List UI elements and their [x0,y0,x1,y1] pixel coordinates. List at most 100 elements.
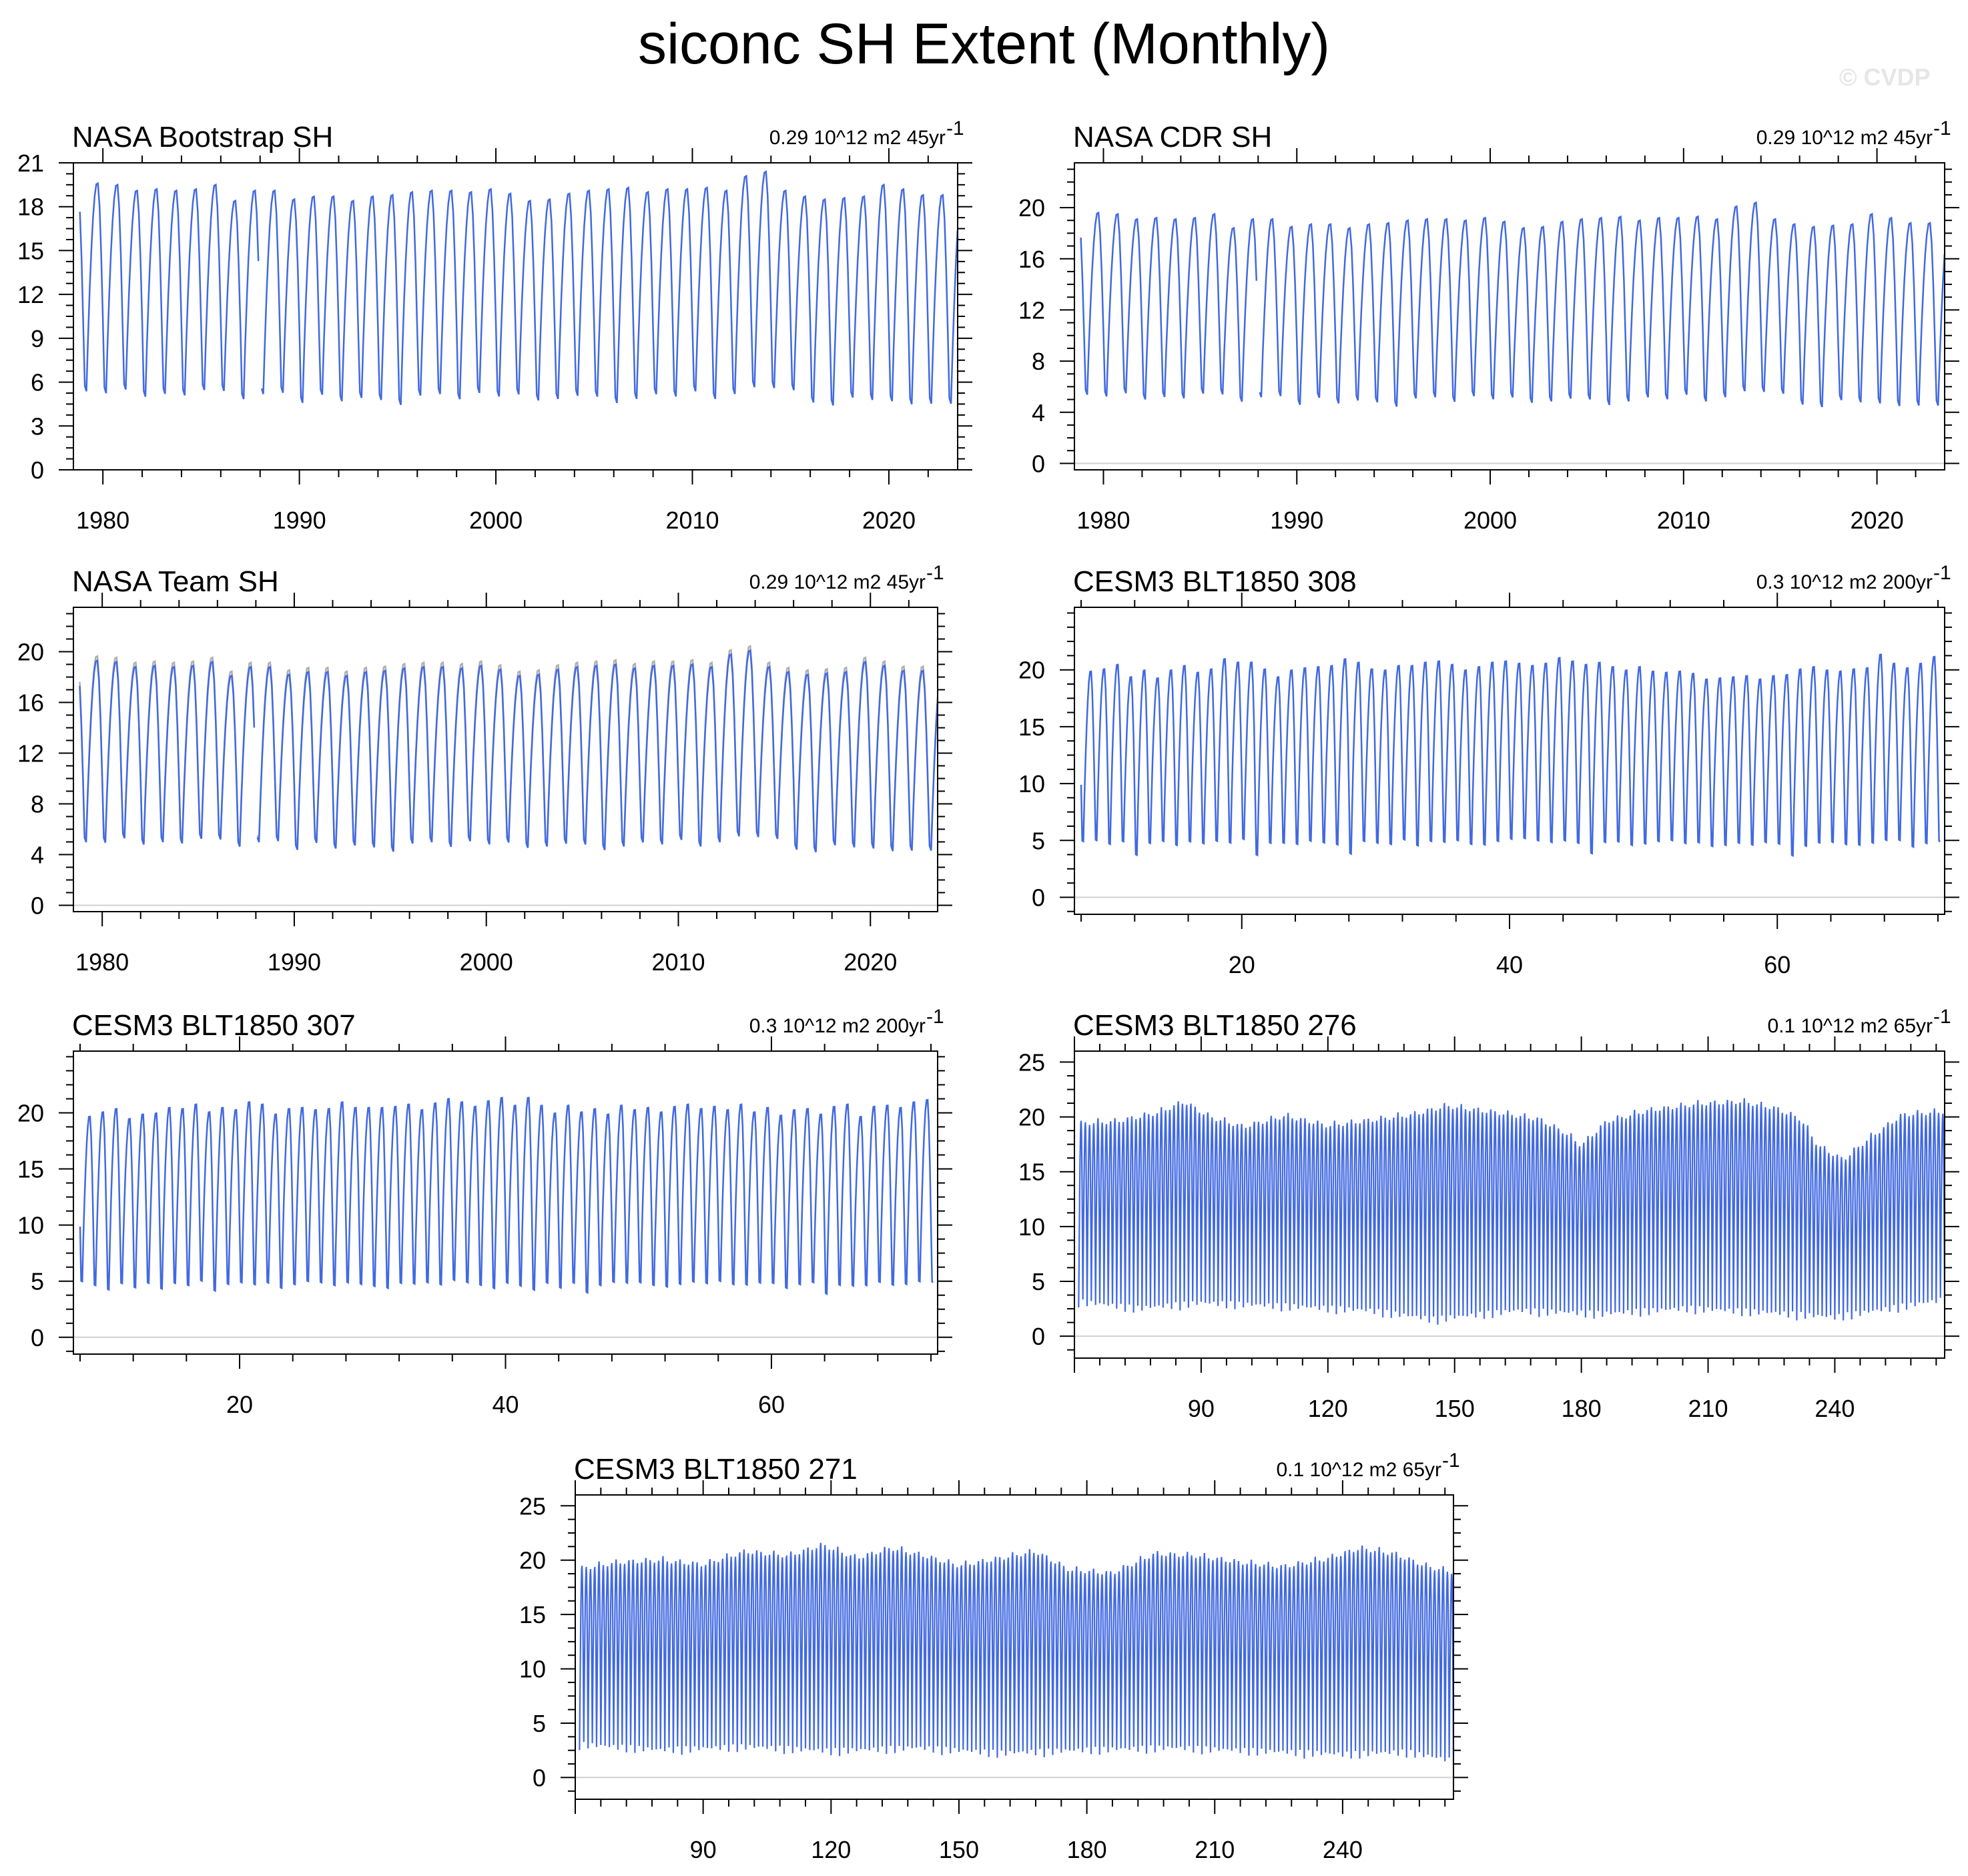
panel-title: CESM3 BLT1850 271 [574,1453,858,1486]
panel-trend-stat: 0.29 10^12 m2 45yr [769,127,946,149]
x-tick-label: 1990 [1270,507,1323,534]
x-tick-label: 1980 [75,948,129,976]
y-tick-label: 12 [17,281,44,308]
panel-title: NASA Team SH [72,565,279,598]
plot-frame [1074,1050,1945,1359]
series-line [1080,653,1941,858]
y-tick-label: 0 [1032,884,1045,911]
y-tick-label: 12 [17,740,44,767]
plot-frame [73,607,938,912]
x-tick-label: 20 [1229,951,1255,978]
x-tick-label: 1980 [76,507,129,534]
y-tick-label: 4 [31,842,44,869]
x-tick-label: 40 [1496,951,1523,978]
x-tick-label: 2000 [460,948,513,976]
y-tick-label: 5 [533,1710,546,1737]
y-tick-label: 20 [1018,657,1045,684]
y-tick-label: 12 [1018,296,1045,324]
y-tick-label: 6 [31,369,44,396]
x-tick-label: 2020 [844,948,897,976]
y-tick-label: 0 [1032,450,1045,477]
panel-trend-superscript: -1 [1442,1450,1460,1472]
series-line [79,1097,934,1295]
x-tick-label: 1980 [1076,507,1130,534]
y-tick-label: 8 [1032,348,1045,375]
panel-trend-superscript: -1 [1933,117,1951,139]
panel-5: CESM3 BLT1850 307 0.3 10^12 m2 200yr -1 0 5 1… [17,1006,952,1418]
panel-title: NASA Bootstrap SH [72,121,333,153]
panel-title: CESM3 BLT1850 308 [1073,565,1357,598]
y-tick-label: 10 [519,1656,546,1683]
x-tick-label: 2020 [1851,507,1904,534]
panel-title: NASA CDR SH [1073,121,1272,153]
panel-6: CESM3 BLT1850 276 0.1 10^12 m2 65yr -1 0 5 10… [1018,1006,1959,1422]
y-tick-label: 20 [1018,1104,1045,1131]
y-tick-label: 0 [31,456,44,484]
y-tick-label: 9 [31,325,44,352]
y-tick-label: 3 [31,412,44,440]
y-tick-label: 15 [1018,1159,1045,1186]
watermark: © CVDP [1839,63,1931,91]
y-tick-label: 5 [1032,1268,1045,1295]
x-tick-label: 90 [1188,1395,1215,1422]
panel-trend-superscript: -1 [926,562,944,584]
series-line [79,170,959,406]
plot-frame [1074,162,1945,471]
y-tick-label: 0 [533,1764,546,1791]
panel-trend-stat: 0.3 10^12 m2 200yr [1756,571,1933,593]
panel-trend-stat: 0.3 10^12 m2 200yr [749,1015,926,1037]
y-tick-label: 10 [17,1212,44,1239]
x-tick-label: 240 [1323,1836,1363,1863]
panel-2: NASA CDR SH 0.29 10^12 m2 45yr -1 0 4 8 12 16 20… [1018,117,1959,534]
x-tick-label: 180 [1562,1395,1602,1422]
panel-7: CESM3 BLT1850 271 0.1 10^12 m2 65yr -1 0 5 10… [519,1450,1468,1863]
y-tick-label: 25 [519,1492,546,1520]
x-tick-label: 2010 [651,948,705,976]
panel-trend-superscript: -1 [926,1006,944,1028]
x-tick-label: 210 [1195,1836,1235,1863]
x-tick-label: 240 [1815,1395,1855,1422]
y-tick-label: 16 [17,689,44,717]
y-tick-label: 0 [1032,1323,1045,1350]
y-tick-label: 20 [519,1547,546,1574]
y-tick-label: 20 [1018,194,1045,222]
series-line [1080,201,1946,408]
x-tick-label: 60 [758,1391,785,1418]
main-title: siconc SH Extent (Monthly) [637,12,1331,76]
x-tick-label: 2020 [862,507,916,534]
x-tick-label: 90 [690,1836,717,1863]
y-tick-label: 16 [1018,246,1045,273]
x-tick-label: 210 [1688,1395,1728,1422]
x-tick-label: 2010 [665,507,719,534]
series-line [579,1542,1455,1765]
panel-trend-superscript: -1 [1933,562,1951,584]
y-tick-label: 15 [17,237,44,264]
panel-trend-stat: 0.1 10^12 m2 65yr [1767,1015,1933,1037]
series-line [79,649,939,853]
y-tick-label: 4 [1032,399,1045,426]
x-tick-label: 2000 [1463,507,1517,534]
y-tick-label: 20 [17,639,44,666]
y-tick-label: 15 [519,1601,546,1628]
panel-title: CESM3 BLT1850 276 [1073,1009,1357,1042]
x-tick-label: 20 [226,1391,253,1418]
x-tick-label: 2000 [469,507,523,534]
panel-trend-superscript: -1 [1933,1006,1951,1028]
x-tick-label: 120 [1308,1395,1348,1422]
y-tick-label: 15 [17,1156,44,1183]
y-tick-label: 15 [1018,713,1045,741]
x-tick-label: 120 [811,1836,851,1863]
panel-3: NASA Team SH 0.29 10^12 m2 45yr -1 0 4 8 12 16 2… [17,562,952,976]
x-tick-label: 150 [1435,1395,1475,1422]
panel-trend-stat: 0.1 10^12 m2 65yr [1276,1459,1441,1481]
x-tick-label: 40 [492,1391,519,1418]
panel-title: CESM3 BLT1850 307 [72,1009,356,1042]
panel-4: CESM3 BLT1850 308 0.3 10^12 m2 200yr -1 0 5 1… [1018,562,1959,978]
y-tick-label: 0 [31,1324,44,1351]
x-tick-label: 150 [939,1836,979,1863]
panel-1: NASA Bootstrap SH 0.29 10^12 m2 45yr -1 0 3 6… [17,117,972,534]
series-line [1078,1098,1946,1325]
x-tick-label: 180 [1067,1836,1107,1863]
x-tick-label: 60 [1764,951,1790,978]
